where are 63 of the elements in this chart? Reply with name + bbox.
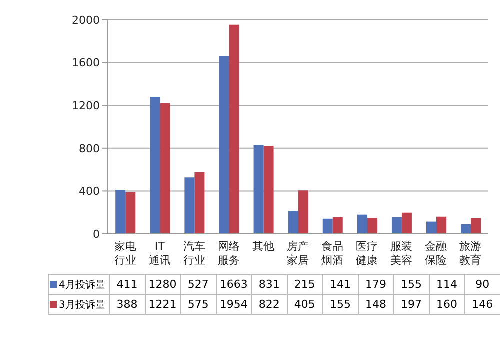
data-label: 114 <box>429 274 465 294</box>
y-tick-label: 1200 <box>72 100 100 113</box>
bar <box>357 214 368 234</box>
bar <box>436 216 447 234</box>
bar <box>367 218 378 234</box>
bar <box>322 218 333 234</box>
data-label: 148 <box>358 294 394 314</box>
bar <box>298 190 308 234</box>
data-label: 527 <box>180 274 216 294</box>
data-label: 141 <box>322 274 358 294</box>
bar <box>219 56 230 234</box>
data-label: 1221 <box>145 294 181 314</box>
y-tick-label: 2000 <box>72 14 100 27</box>
data-label: 1663 <box>216 274 252 294</box>
x-tick-label: 服装美容 <box>390 240 413 267</box>
bar <box>194 172 205 234</box>
data-label: 215 <box>287 274 323 294</box>
data-label: 575 <box>180 294 216 314</box>
data-label: 411 <box>110 274 146 294</box>
x-tick-label: 旅游教育 <box>460 240 482 267</box>
data-label: 179 <box>358 274 394 294</box>
y-tick-label: 800 <box>79 142 100 156</box>
legend-label: 4月投诉量 <box>48 274 110 294</box>
data-label: 155 <box>394 274 430 294</box>
bar <box>402 212 412 234</box>
x-tick-label: 房产家居 <box>287 240 309 267</box>
data-label: 1280 <box>145 274 181 294</box>
y-tick-label: 0 <box>93 228 100 241</box>
x-tick-label: 其他 <box>252 240 274 253</box>
data-label: 160 <box>429 294 465 314</box>
bar <box>332 217 343 234</box>
data-label: 90 <box>464 274 500 294</box>
legend-label: 3月投诉量 <box>48 294 110 314</box>
x-tick-label: 汽车行业 <box>183 240 206 267</box>
bar <box>160 103 170 234</box>
bar <box>116 190 126 234</box>
data-label: 197 <box>394 294 430 314</box>
x-tick-label: IT通讯 <box>148 240 171 267</box>
bar <box>264 146 274 234</box>
data-label: 146 <box>464 294 500 314</box>
y-tick-label: 1600 <box>72 56 100 70</box>
bar <box>288 210 298 234</box>
data-label: 155 <box>322 294 358 314</box>
bar <box>461 224 472 234</box>
bar <box>126 192 136 234</box>
bar <box>471 218 482 234</box>
bar <box>392 217 402 234</box>
data-label: 388 <box>110 294 146 314</box>
x-tick-label: 网络服务 <box>218 240 240 267</box>
data-label: 1954 <box>216 294 252 314</box>
x-tick-label: 食品烟酒 <box>322 240 344 267</box>
x-tick-label: 金融保险 <box>425 240 448 267</box>
data-label: 822 <box>252 294 288 314</box>
x-tick-label: 医疗健康 <box>356 240 378 267</box>
y-tick-label: 400 <box>79 185 100 198</box>
data-label: 405 <box>287 294 323 314</box>
bar <box>254 145 264 234</box>
x-tick-label: 家电行业 <box>114 240 136 267</box>
bar <box>150 97 160 234</box>
bar <box>426 222 437 234</box>
data-label: 831 <box>252 274 288 294</box>
bar <box>229 24 240 234</box>
bar <box>184 178 195 234</box>
